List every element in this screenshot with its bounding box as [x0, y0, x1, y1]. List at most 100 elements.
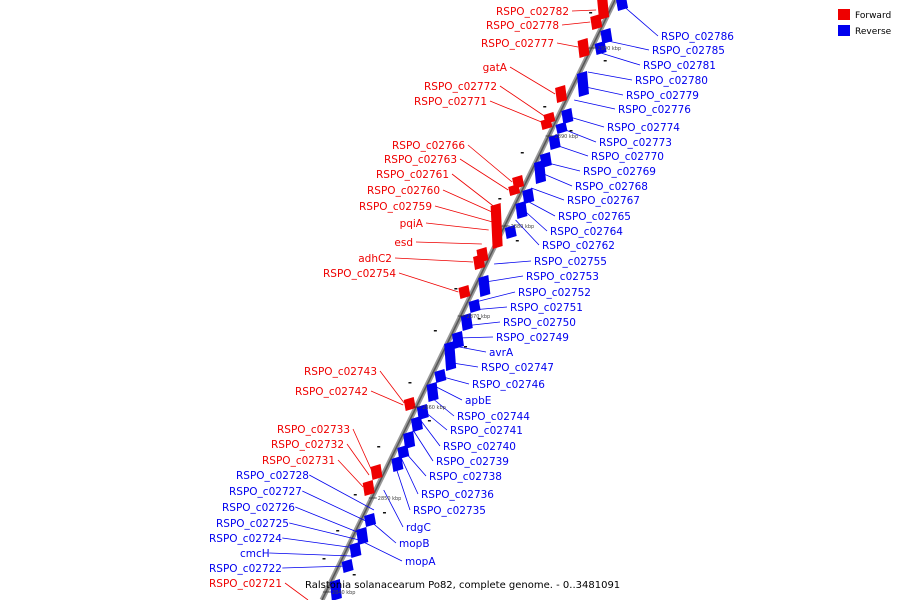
- reverse-leader-line: [399, 455, 419, 495]
- genome-caption: Ralstonia solanacearum Po82, complete ge…: [305, 580, 620, 591]
- legend-reverse-swatch: [838, 25, 850, 36]
- reverse-gene-label: cmcH: [240, 548, 270, 560]
- reverse-leader-line: [418, 417, 441, 447]
- forward-leader-line: [415, 241, 482, 245]
- scale-ticks: 2900 kbp 2890 kbp 2880 kbp 2870 kbp 2860 kbp…: [322, 46, 621, 596]
- reverse-gene-label: RSPO_c02779: [626, 90, 699, 102]
- minor-mark-5: [520, 152, 524, 154]
- reverse-gene-label: avrA: [489, 347, 514, 359]
- reverse-leader-line: [434, 385, 463, 401]
- reverse-leader-line: [457, 336, 494, 339]
- reverse-gene-label: RSPO_c02762: [542, 240, 615, 252]
- minor-mark-1: [589, 12, 593, 14]
- scale-tick-label: 2870 kbp: [467, 314, 491, 320]
- reverse-gene-23: [397, 445, 410, 459]
- reverse-gene-label: RSPO_c02741: [450, 425, 523, 437]
- minor-mark-15: [353, 494, 357, 496]
- forward-gene-15: [362, 480, 375, 496]
- reverse-leader-line: [603, 39, 650, 51]
- minor-mark-10: [433, 330, 437, 332]
- reverse-gene-label: RSPO_c02725: [216, 518, 289, 530]
- forward-leader-line: [284, 582, 309, 600]
- reverse-leader-lines: [269, 3, 659, 569]
- forward-gene-label: RSPO_c02778: [486, 20, 559, 32]
- reverse-gene-11: [515, 201, 528, 219]
- reverse-gene-12: [504, 225, 517, 239]
- reverse-leader-line: [574, 99, 616, 110]
- reverse-leader-line: [302, 490, 369, 523]
- reverse-gene-label: RSPO_c02773: [599, 137, 672, 149]
- reverse-gene-label: RSPO_c02751: [510, 302, 583, 314]
- forward-leader-line: [370, 390, 404, 406]
- forward-leader-line: [434, 205, 493, 223]
- forward-leader-line: [509, 66, 556, 95]
- reverse-leader-line: [543, 161, 581, 172]
- reverse-leader-line: [580, 85, 624, 96]
- reverse-gene-24: [391, 456, 404, 472]
- reverse-gene-label: RSPO_c02722: [209, 563, 282, 575]
- reverse-gene-22: [403, 431, 416, 449]
- reverse-gene-29: [329, 579, 342, 600]
- reverse-leader-line: [359, 539, 403, 562]
- reverse-leader-line: [395, 465, 411, 511]
- forward-gene-label: RSPO_c02733: [277, 424, 350, 436]
- reverse-gene-27: [349, 542, 362, 558]
- forward-gene-label: RSPO_c02759: [359, 201, 432, 213]
- reverse-features: [329, 0, 629, 600]
- forward-leader-line: [451, 173, 499, 211]
- minor-mark-2: [603, 60, 607, 62]
- forward-leader-line: [337, 459, 364, 488]
- forward-gene-label: RSPO_c02760: [367, 185, 440, 197]
- reverse-leader-line: [515, 219, 540, 246]
- forward-gene-11: [473, 254, 486, 270]
- forward-gene-label: RSPO_c02742: [295, 386, 368, 398]
- minor-mark-14: [377, 446, 381, 448]
- reverse-leader-line: [587, 71, 633, 81]
- reverse-gene-3: [594, 41, 607, 55]
- reverse-leader-line: [463, 321, 501, 327]
- forward-gene-label: RSPO_c02782: [496, 6, 569, 18]
- forward-gene-label: RSPO_c02763: [384, 154, 457, 166]
- forward-leader-line: [499, 85, 545, 117]
- reverse-gene-16: [451, 331, 464, 349]
- reverse-leader-line: [282, 537, 356, 549]
- reverse-gene-label: RSPO_c02749: [496, 332, 569, 344]
- reverse-gene-label: RSPO_c02774: [607, 122, 680, 134]
- reverse-leader-line: [446, 361, 479, 368]
- minor-mark-17: [336, 530, 340, 532]
- forward-gene-label: RSPO_c02771: [414, 96, 487, 108]
- reverse-gene-label: RSPO_c02767: [567, 195, 640, 207]
- reverse-leader-line: [521, 207, 548, 232]
- forward-gene-label: RSPO_c02732: [271, 439, 344, 451]
- reverse-leader-line: [309, 474, 375, 511]
- scale-tick-label: 2850 kbp: [378, 496, 402, 502]
- reverse-leader-line: [412, 429, 434, 462]
- minor-mark-8: [454, 288, 458, 290]
- forward-leader-line: [346, 443, 370, 476]
- forward-leader-lines: [284, 9, 597, 600]
- minor-mark-3: [543, 106, 547, 108]
- reverse-gene-label: RSPO_c02747: [481, 362, 554, 374]
- reverse-gene-label: RSPO_c02768: [575, 181, 648, 193]
- scale-tick-label: 2860 kbp: [422, 405, 446, 411]
- forward-gene-label: RSPO_c02731: [262, 455, 335, 467]
- reverse-gene-label: RSPO_c02735: [413, 505, 486, 517]
- reverse-gene-label: RSPO_c02728: [236, 470, 309, 482]
- forward-leader-line: [459, 158, 509, 191]
- reverse-gene-label: RSPO_c02746: [472, 379, 545, 391]
- forward-gene-9: [490, 203, 503, 249]
- forward-leader-line: [398, 272, 459, 293]
- reverse-gene-label: RSPO_c02781: [643, 60, 716, 72]
- forward-leader-line: [556, 42, 579, 48]
- reverse-gene-4: [576, 71, 589, 97]
- reverse-leader-line: [289, 522, 360, 541]
- reverse-leader-line: [429, 395, 455, 417]
- scale-tick-label: 2840 kbp: [332, 590, 356, 596]
- forward-leader-line: [379, 370, 405, 404]
- forward-gene-label: RSPO_c02721: [209, 578, 282, 590]
- reverse-gene-label: RSPO_c02752: [518, 287, 591, 299]
- minor-mark-9: [477, 318, 481, 320]
- reverse-gene-label: RSPO_c02750: [503, 317, 576, 329]
- minor-marks: [322, 12, 607, 576]
- reverse-leader-line: [560, 127, 597, 143]
